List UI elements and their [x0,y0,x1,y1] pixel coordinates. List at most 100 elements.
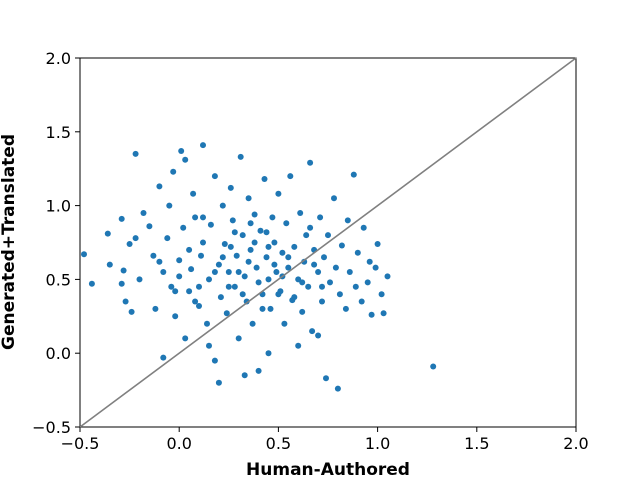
data-point [332,264,339,271]
y-tick-label: 1.0 [46,197,71,216]
data-point [251,239,258,246]
data-point [182,335,189,342]
data-point [221,241,228,247]
data-point [122,298,129,305]
data-point [200,239,206,246]
data-point [204,320,210,327]
data-point [263,254,270,261]
data-point [140,210,147,216]
plot-frame [79,57,577,428]
data-point [136,276,143,283]
data-point [285,264,292,271]
data-point [227,243,234,250]
data-point [176,257,183,264]
data-point [81,251,87,258]
data-point [106,261,113,268]
data-point [325,232,331,239]
data-point [344,217,351,224]
data-point [249,320,256,327]
data-point [275,291,282,298]
data-point [267,305,274,312]
data-point [305,283,312,290]
data-point [336,291,343,298]
data-point [352,283,359,290]
data-point [152,305,159,312]
data-point [233,252,240,259]
data-point [307,159,314,166]
data-point [291,294,298,301]
data-point [168,283,175,290]
data-point [132,235,139,242]
data-point [317,214,324,221]
data-point [231,283,238,290]
data-point [384,273,391,280]
data-point [265,350,272,357]
data-point [319,283,325,290]
data-point [307,224,314,231]
data-point [150,252,157,259]
data-point [241,273,248,280]
data-point [225,269,232,275]
data-point [368,311,375,318]
x-tick-label: 0.5 [266,434,291,453]
data-point [182,156,189,163]
data-point [207,221,214,228]
data-point [166,202,173,209]
data-point [88,280,95,287]
data-point [196,303,202,309]
data-point [118,280,125,287]
data-point [196,283,202,290]
data-point [253,264,260,271]
data-point [346,269,353,275]
y-axis-label: Generated+Translated [0,134,19,350]
data-point [200,142,206,149]
data-point [301,258,308,265]
y-axis-ticks: −0.5 0.0 0.5 1.0 1.5 2.0 [32,49,80,437]
data-point [237,153,244,160]
data-point [118,215,125,222]
data-point [180,224,187,231]
data-point [215,261,222,268]
data-point [192,214,199,221]
data-point [360,224,367,231]
data-point [271,239,278,246]
data-point [200,214,206,221]
data-point [239,232,246,239]
data-point [156,183,163,190]
y-tick-label: −0.5 [32,418,71,437]
data-point [247,246,254,253]
data-point [265,243,272,250]
data-point [206,342,212,349]
data-point [255,367,262,374]
data-point [303,232,310,239]
data-point [259,305,266,312]
data-point [170,168,177,175]
data-point [354,249,361,256]
data-point [172,313,179,320]
data-point [378,291,385,298]
data-point [229,217,236,224]
data-point [186,246,193,253]
data-point [311,261,318,268]
data-point [265,276,272,283]
data-point [219,202,226,209]
data-point [319,298,325,305]
data-point [172,288,179,295]
x-axis-ticks: −0.5 0.0 0.5 1.0 1.5 2.0 [61,427,589,453]
x-tick-label: 1.5 [464,434,489,453]
data-point [271,261,278,268]
data-point [235,269,242,275]
data-point [164,235,171,242]
data-point [156,258,163,265]
data-point [285,254,292,261]
data-point [146,223,153,230]
data-point [160,354,167,361]
data-point [192,298,199,305]
x-tick-label: 0.0 [166,434,191,453]
data-point [104,230,111,237]
data-point [178,148,185,154]
data-point [291,243,298,250]
data-point [338,242,345,249]
data-point [126,241,133,247]
data-point [206,276,212,283]
